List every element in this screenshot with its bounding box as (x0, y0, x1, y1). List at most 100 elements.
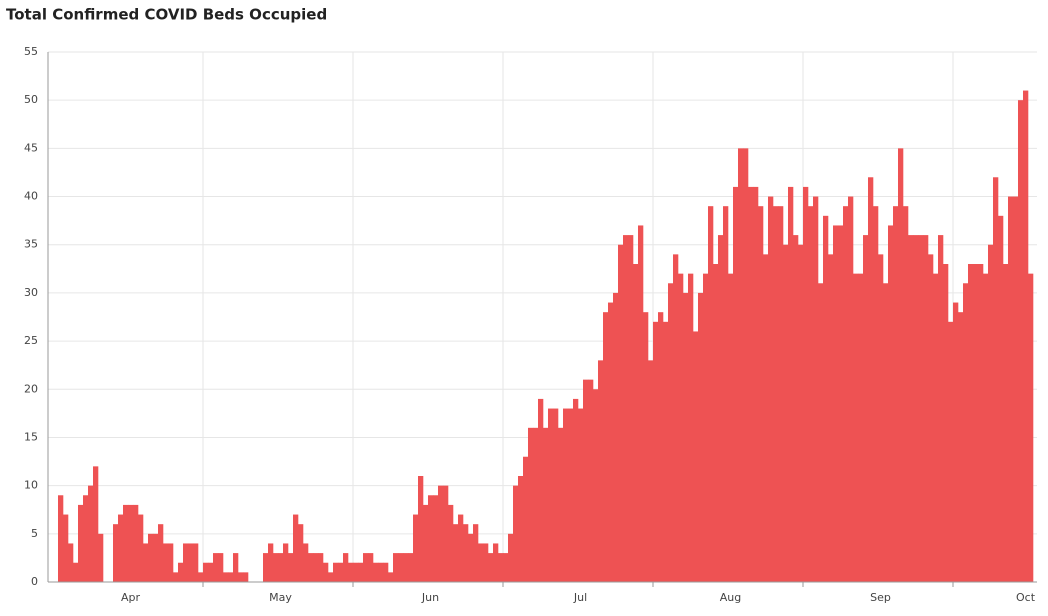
bar (828, 254, 834, 582)
bar (683, 292, 689, 582)
bar (233, 553, 239, 582)
bar (198, 572, 204, 582)
bar (618, 244, 624, 582)
bar (318, 553, 324, 582)
bar (563, 408, 569, 582)
bar (1023, 90, 1029, 582)
bar (973, 264, 979, 582)
bar (193, 543, 199, 582)
bar (208, 562, 214, 582)
bar (738, 148, 744, 582)
y-tick-label: 25 (24, 334, 38, 347)
bar (643, 312, 649, 582)
bar (793, 235, 799, 582)
bar (433, 495, 439, 582)
bar (1003, 264, 1009, 582)
bar (638, 225, 644, 583)
bar (958, 312, 964, 582)
bar (423, 504, 429, 582)
bar (758, 206, 764, 582)
bar (968, 264, 974, 582)
bar (943, 264, 949, 582)
bar (443, 485, 449, 582)
x-tick-label: Apr (121, 591, 141, 604)
bar (863, 235, 869, 582)
bar (268, 543, 274, 582)
bar (518, 476, 524, 582)
bar (378, 562, 384, 582)
bar (73, 562, 79, 582)
bar (168, 543, 174, 582)
bar (593, 389, 599, 582)
bar (533, 427, 539, 582)
bar (888, 225, 894, 583)
bar (998, 215, 1004, 582)
bar (278, 553, 284, 582)
bar (58, 495, 64, 582)
bar (898, 148, 904, 582)
bar (293, 514, 299, 582)
bar (123, 504, 129, 582)
x-tick-label: Jul (573, 591, 587, 604)
bar (603, 312, 609, 582)
y-tick-label: 40 (24, 190, 38, 203)
bar (218, 553, 224, 582)
bar (373, 562, 379, 582)
bar (858, 273, 864, 582)
bar (768, 196, 774, 582)
bar (663, 321, 669, 582)
bar (243, 572, 249, 582)
bar (1008, 196, 1014, 582)
bar (773, 206, 779, 582)
bar (178, 562, 184, 582)
bar (363, 553, 369, 582)
bar (613, 292, 619, 582)
bar (498, 553, 504, 582)
x-tick-label: May (269, 591, 292, 604)
bar (678, 273, 684, 582)
bar (303, 543, 309, 582)
bar (883, 283, 889, 582)
bar (653, 321, 659, 582)
bar (148, 533, 154, 582)
bar (813, 196, 819, 582)
bar (573, 398, 579, 582)
bar (528, 427, 534, 582)
bar (978, 264, 984, 582)
bar (128, 504, 134, 582)
bar (713, 264, 719, 582)
bar (988, 244, 994, 582)
bar (383, 562, 389, 582)
bar (393, 553, 399, 582)
bar (908, 235, 914, 582)
bar (473, 524, 479, 582)
bar (438, 485, 444, 582)
bar (723, 206, 729, 582)
bar (418, 476, 424, 582)
bar (798, 244, 804, 582)
bar (633, 264, 639, 582)
bar (478, 543, 484, 582)
bar (838, 225, 844, 583)
chart-title: Total Confirmed COVID Beds Occupied (6, 6, 327, 24)
bar (523, 456, 529, 582)
bar (468, 533, 474, 582)
bar (78, 504, 84, 582)
bar (878, 254, 884, 582)
bar (648, 360, 654, 582)
bar (263, 553, 269, 582)
bar (273, 553, 279, 582)
bar (673, 254, 679, 582)
bar (343, 553, 349, 582)
bar (923, 235, 929, 582)
bar (808, 206, 814, 582)
bar (458, 514, 464, 582)
bar (283, 543, 289, 582)
bar (138, 514, 144, 582)
bar (398, 553, 404, 582)
bar (543, 427, 549, 582)
bar (718, 235, 724, 582)
y-tick-label: 45 (24, 141, 38, 154)
bar (558, 427, 564, 582)
bar (368, 553, 374, 582)
